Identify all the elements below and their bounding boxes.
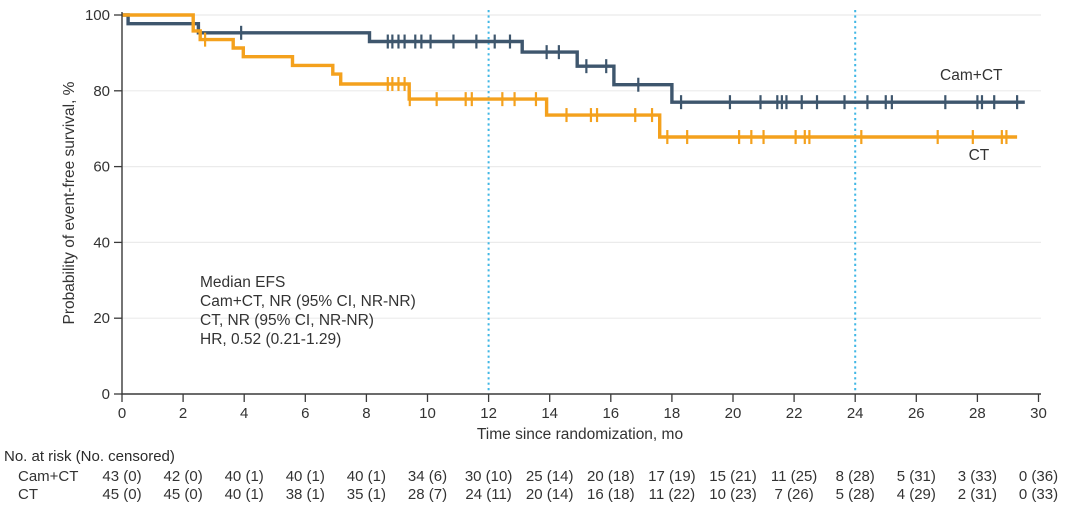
x-tick-label-6: 6	[301, 405, 309, 422]
risk-value-ct-30mo: 0 (33)	[1018, 486, 1059, 503]
risk-value-ct-10mo: 28 (7)	[407, 486, 448, 503]
annotation-line-3: CT, NR (95% CI, NR-NR)	[200, 312, 374, 329]
annotation-line-4: HR, 0.52 (0.21-1.29)	[200, 331, 342, 348]
x-tick-label-8: 8	[362, 405, 370, 422]
risk-value-cam-ct-8mo: 40 (1)	[346, 468, 386, 485]
risk-value-ct-6mo: 38 (1)	[285, 486, 325, 503]
risk-value-ct-14mo: 20 (14)	[525, 486, 574, 503]
risk-value-cam-ct-16mo: 20 (18)	[587, 468, 635, 485]
risk-value-cam-ct-4mo: 40 (1)	[224, 468, 264, 485]
risk-value-cam-ct-24mo: 8 (28)	[835, 468, 875, 485]
risk-value-ct-22mo: 7 (26)	[774, 486, 814, 503]
x-tick-label-30: 30	[1030, 405, 1047, 422]
risk-value-ct-12mo: 24 (11)	[465, 486, 512, 503]
risk-value-ct-16mo: 16 (18)	[587, 486, 635, 503]
risk-value-cam-ct-6mo: 40 (1)	[285, 468, 325, 485]
risk-value-cam-ct-20mo: 15 (21)	[709, 468, 757, 485]
x-tick-label-28: 28	[969, 405, 986, 422]
risk-value-cam-ct-30mo: 0 (36)	[1018, 468, 1059, 485]
risk-value-ct-26mo: 4 (29)	[896, 486, 936, 503]
risk-value-ct-24mo: 5 (28)	[835, 486, 875, 503]
risk-table-title: No. at risk (No. censored)	[4, 448, 175, 465]
risk-value-ct-20mo: 10 (23)	[709, 486, 757, 503]
risk-value-cam-ct-12mo: 30 (10)	[464, 468, 513, 485]
risk-value-ct-4mo: 40 (1)	[224, 486, 264, 503]
x-tick-label-14: 14	[541, 405, 558, 422]
x-tick-label-26: 26	[908, 405, 925, 422]
risk-value-ct-0mo: 45 (0)	[102, 486, 142, 503]
risk-value-ct-28mo: 2 (31)	[957, 486, 997, 503]
x-tick-label-20: 20	[725, 405, 742, 422]
risk-value-cam-ct-14mo: 25 (14)	[525, 468, 574, 485]
x-axis-title: Time since randomization, mo	[477, 426, 683, 443]
y-axis-title: Probability of event-free survival, %	[61, 81, 78, 324]
annotation-line-1: Median EFS	[200, 274, 286, 291]
risk-value-cam-ct-0mo: 43 (0)	[102, 468, 142, 485]
km-curve-ct	[122, 13, 1018, 139]
y-tick-label-100: 100	[85, 7, 110, 24]
x-tick-label-12: 12	[480, 405, 497, 422]
x-tick-label-18: 18	[664, 405, 681, 422]
y-tick-label-0: 0	[102, 386, 110, 403]
km-curve-cam-ct	[122, 13, 1025, 104]
risk-value-cam-ct-26mo: 5 (31)	[896, 468, 936, 485]
risk-value-cam-ct-18mo: 17 (19)	[648, 468, 696, 485]
x-tick-label-4: 4	[240, 405, 248, 422]
x-tick-label-22: 22	[786, 405, 803, 422]
risk-row-label-cam-ct: Cam+CT	[18, 468, 79, 485]
median-efs-annotation: Median EFS Cam+CT, NR (95% CI, NR-NR) CT…	[200, 273, 416, 349]
risk-value-cam-ct-2mo: 42 (0)	[163, 468, 203, 485]
x-tick-label-16: 16	[602, 405, 619, 422]
risk-value-cam-ct-10mo: 34 (6)	[407, 468, 448, 485]
y-tick-label-80: 80	[93, 83, 110, 100]
risk-row-label-ct: CT	[18, 486, 38, 503]
x-tick-label-10: 10	[419, 405, 436, 422]
risk-value-cam-ct-28mo: 3 (33)	[957, 468, 997, 485]
x-tick-label-2: 2	[179, 405, 187, 422]
risk-value-ct-18mo: 11 (22)	[648, 486, 696, 503]
risk-value-ct-8mo: 35 (1)	[346, 486, 386, 503]
y-tick-label-60: 60	[93, 159, 110, 176]
annotation-line-2: Cam+CT, NR (95% CI, NR-NR)	[200, 293, 416, 310]
series-label-ct: CT	[968, 147, 990, 164]
y-tick-label-40: 40	[93, 234, 110, 251]
axes	[121, 12, 1041, 395]
risk-value-ct-2mo: 45 (0)	[163, 486, 203, 503]
x-tick-label-0: 0	[118, 405, 126, 422]
y-tick-label-20: 20	[93, 310, 110, 327]
x-tick-label-24: 24	[847, 405, 864, 422]
series-label-cam-ct: Cam+CT	[940, 67, 1003, 84]
risk-value-cam-ct-22mo: 11 (25)	[770, 468, 818, 485]
